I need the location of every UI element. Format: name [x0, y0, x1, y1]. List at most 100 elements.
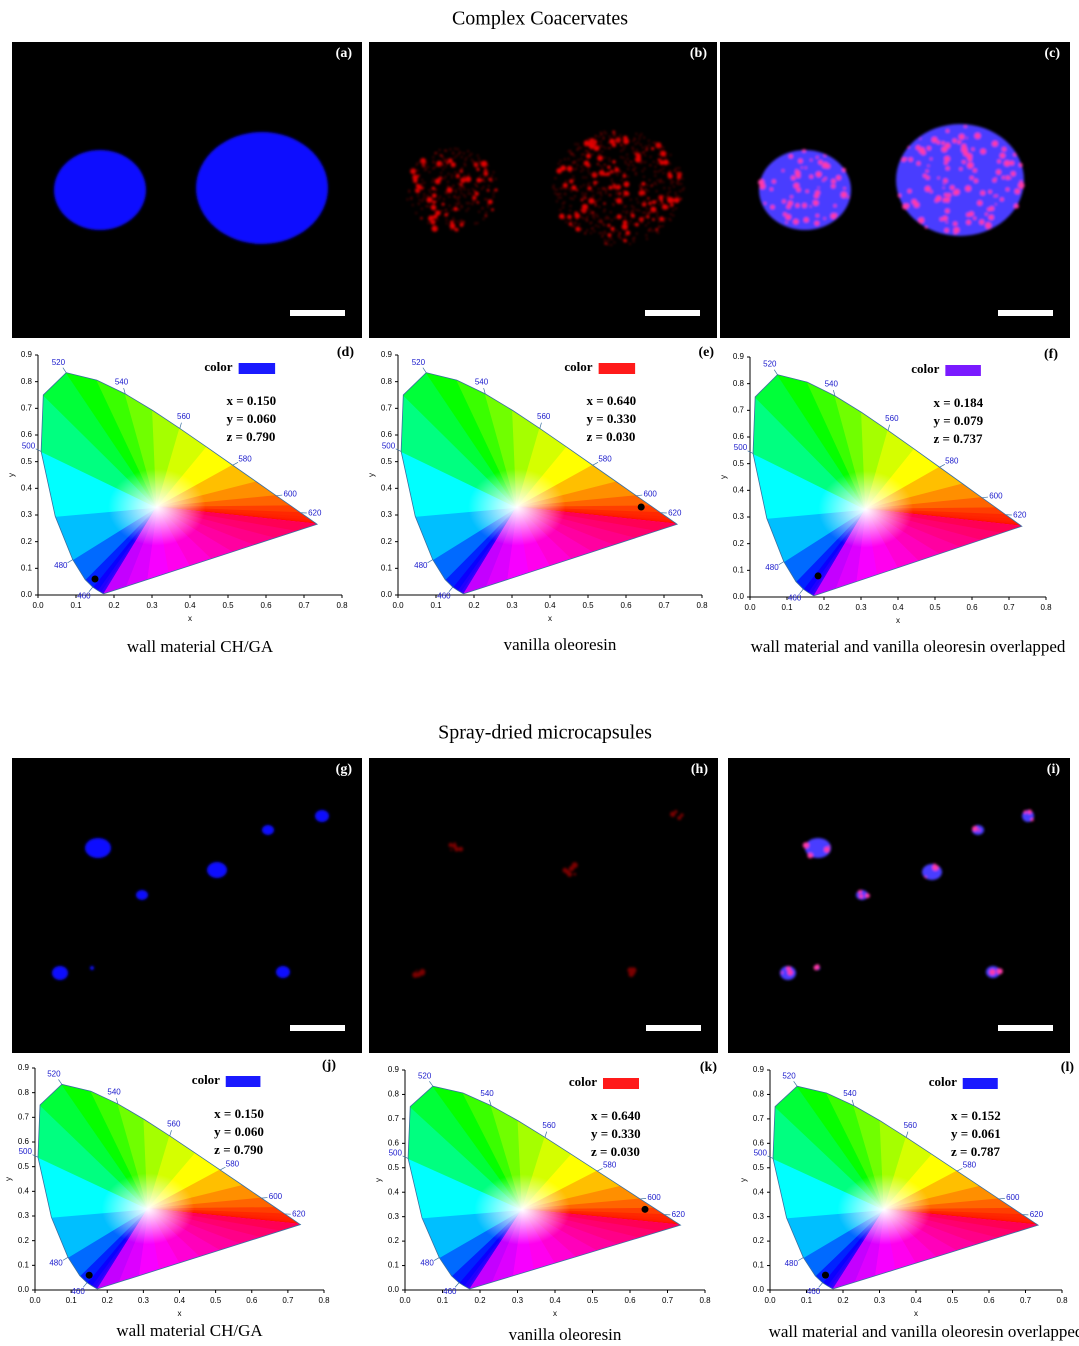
- speckle: [609, 160, 611, 162]
- caption: wall material and vanilla oleoresin over…: [769, 1322, 1079, 1341]
- coordinate-label: x = 0.150: [226, 393, 276, 408]
- speckle: [640, 162, 642, 164]
- droplet: [824, 177, 827, 180]
- droplet: [959, 134, 965, 140]
- droplet: [966, 220, 971, 225]
- speckle: [670, 154, 672, 156]
- speckle: [562, 203, 564, 205]
- speckle: [605, 147, 607, 149]
- speckle: [466, 157, 468, 159]
- speckle: [495, 178, 497, 180]
- wavelength-label: 460: [807, 1287, 821, 1296]
- droplet: [612, 160, 615, 163]
- speckle: [583, 218, 585, 220]
- speckle: [664, 159, 666, 161]
- speckle: [670, 219, 672, 221]
- droplet: [586, 153, 591, 158]
- cell: [276, 966, 290, 978]
- speckle: [667, 208, 669, 210]
- speckle: [654, 175, 656, 177]
- wavelength-label: 460: [788, 594, 802, 603]
- droplet: [447, 187, 453, 193]
- droplet: [1027, 810, 1031, 814]
- droplet: [772, 180, 776, 184]
- speckle: [583, 154, 585, 156]
- speckle: [482, 207, 484, 209]
- speckle: [464, 163, 466, 165]
- speckle: [647, 190, 649, 192]
- y-tick-label: 0.7: [381, 403, 393, 412]
- droplet: [977, 200, 982, 205]
- scale-bar: [645, 310, 700, 316]
- x-axis-label: x: [548, 614, 552, 623]
- speckle: [554, 192, 556, 194]
- speckle: [623, 228, 625, 230]
- speckle: [573, 155, 575, 157]
- speckle: [592, 153, 594, 155]
- cell: [262, 825, 274, 835]
- droplet: [1024, 810, 1027, 813]
- y-tick-label: 0.1: [21, 563, 33, 572]
- speckle: [552, 187, 554, 189]
- speckle: [553, 185, 555, 187]
- speckle: [571, 190, 573, 192]
- droplet: [488, 199, 493, 204]
- speckle: [479, 161, 481, 163]
- speckle: [582, 195, 584, 197]
- droplet: [950, 185, 955, 190]
- wavelength-label: 580: [226, 1159, 240, 1168]
- droplet: [487, 189, 490, 192]
- wavelength-tick: [593, 462, 598, 465]
- speckle: [602, 222, 604, 224]
- droplet: [782, 200, 786, 204]
- speckle: [583, 184, 585, 186]
- droplet: [465, 176, 471, 182]
- droplet: [994, 195, 996, 197]
- droplet: [609, 194, 611, 196]
- speckle: [608, 142, 610, 144]
- y-tick-label: 0.2: [21, 537, 33, 546]
- speckle: [474, 197, 476, 199]
- speckle: [560, 193, 562, 195]
- speckle: [437, 219, 439, 221]
- y-tick-label: 0.6: [21, 430, 33, 439]
- droplet: [1000, 198, 1004, 202]
- droplet: [603, 202, 605, 204]
- speckle: [644, 168, 646, 170]
- speckle: [435, 209, 437, 211]
- speckle: [452, 152, 454, 154]
- speckle: [428, 206, 430, 208]
- speckle: [575, 222, 577, 224]
- droplet: [826, 164, 831, 169]
- speckle: [569, 188, 571, 190]
- droplet: [944, 161, 947, 164]
- speckle: [671, 183, 673, 185]
- speckle: [594, 145, 596, 147]
- white-point-glow: [474, 1174, 570, 1244]
- wavelength-tick: [798, 1258, 803, 1261]
- speckle: [432, 196, 434, 198]
- x-tick-label: 0.6: [246, 1296, 258, 1305]
- droplet: [898, 194, 901, 197]
- droplet: [824, 847, 830, 853]
- speckle: [647, 184, 649, 186]
- speckle: [591, 148, 593, 150]
- speckle: [604, 231, 606, 233]
- speckle: [584, 194, 586, 196]
- wavelength-label: 620: [292, 1210, 306, 1219]
- speckle: [605, 189, 607, 191]
- x-tick-label: 0.5: [582, 601, 594, 610]
- speckle: [456, 155, 458, 157]
- y-tick-label: 0.3: [388, 1212, 400, 1221]
- speckle: [427, 166, 429, 168]
- speckle: [432, 181, 434, 183]
- speckle: [457, 200, 459, 202]
- speckle: [590, 197, 592, 199]
- coordinate-label: x = 0.184: [934, 395, 984, 410]
- speckle: [616, 191, 618, 193]
- speckle: [601, 236, 603, 238]
- droplet: [810, 206, 812, 208]
- droplet: [481, 161, 487, 167]
- droplet: [902, 204, 908, 210]
- droplet: [659, 217, 664, 222]
